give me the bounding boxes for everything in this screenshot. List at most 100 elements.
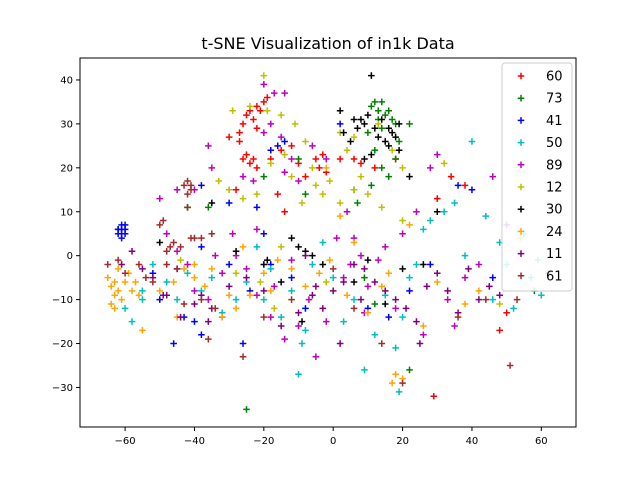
data-point (295, 309, 302, 317)
data-point (374, 133, 382, 141)
data-point (378, 204, 386, 211)
data-point (361, 366, 368, 374)
data-point (260, 313, 268, 321)
data-point (388, 129, 396, 136)
data-point (371, 146, 379, 154)
data-point (166, 243, 174, 251)
data-point (399, 313, 406, 321)
x-tick-label: 0 (330, 436, 336, 447)
data-point (191, 261, 198, 268)
data-point (326, 256, 334, 264)
data-point (381, 300, 389, 308)
y-tick-label: 10 (60, 207, 73, 218)
data-point (246, 103, 254, 110)
data-point (333, 234, 340, 242)
data-point (392, 133, 399, 141)
series-30 (156, 72, 441, 325)
data-point (229, 230, 236, 238)
data-point (413, 318, 420, 325)
series-41 (114, 120, 497, 347)
data-point (274, 256, 282, 264)
data-point (350, 278, 358, 286)
data-point (371, 278, 379, 286)
data-point (427, 164, 434, 172)
data-point (427, 261, 434, 268)
data-point (288, 287, 295, 295)
data-point (336, 212, 344, 220)
data-point (205, 204, 212, 211)
data-point (253, 164, 261, 172)
legend-marker (517, 205, 525, 213)
data-point (184, 261, 191, 268)
y-tick-label: −10 (52, 295, 73, 306)
data-point (139, 287, 146, 295)
data-point (205, 296, 212, 303)
data-point (264, 94, 271, 101)
data-point (364, 129, 372, 136)
data-point (135, 261, 143, 268)
data-point (329, 287, 337, 295)
x-axis: −60 −40 −20 0 20 40 60 (115, 427, 548, 447)
data-point (225, 199, 233, 207)
data-point (218, 313, 226, 321)
data-point (128, 287, 136, 295)
data-point (239, 195, 247, 202)
data-point (316, 269, 323, 277)
scatter-points (104, 72, 552, 413)
data-point (253, 124, 261, 132)
series-73 (184, 98, 538, 413)
data-point (277, 243, 285, 251)
data-point (329, 265, 337, 273)
data-point (243, 406, 250, 413)
data-point (385, 107, 392, 115)
data-point (513, 296, 521, 303)
data-point (489, 173, 497, 180)
data-point (239, 243, 247, 251)
data-point (288, 296, 295, 303)
data-point (232, 269, 240, 277)
data-point (371, 98, 379, 106)
data-point (205, 335, 212, 343)
data-point (319, 151, 327, 158)
data-point (399, 164, 406, 172)
data-point (302, 173, 309, 180)
legend-marker (517, 139, 525, 146)
data-point (395, 146, 403, 154)
data-point (270, 305, 278, 312)
data-point (322, 278, 330, 286)
data-point (191, 318, 198, 325)
data-point (482, 212, 490, 220)
data-point (232, 296, 240, 303)
data-point (350, 155, 358, 163)
data-point (205, 318, 212, 325)
y-tick-label: −30 (52, 383, 73, 394)
data-point (378, 116, 386, 123)
data-point (309, 252, 316, 259)
data-point (239, 155, 247, 163)
data-point (361, 120, 368, 128)
data-point (170, 278, 177, 286)
data-point (173, 247, 181, 255)
data-point (205, 142, 212, 150)
data-point (361, 274, 368, 281)
x-tick-label: 60 (535, 436, 548, 447)
data-point (156, 296, 164, 303)
legend-label: 50 (546, 136, 563, 151)
series-89 (156, 81, 510, 361)
data-point (368, 151, 375, 158)
data-point (107, 300, 115, 308)
legend-label: 60 (546, 70, 563, 85)
data-point (465, 265, 472, 273)
data-point (118, 296, 125, 303)
data-point (246, 160, 254, 167)
data-point (142, 274, 150, 281)
data-point (392, 305, 399, 312)
data-point (350, 186, 358, 194)
data-point (461, 274, 469, 281)
legend-label: 41 (546, 114, 563, 129)
data-point (277, 278, 285, 286)
data-point (357, 173, 365, 180)
data-point (392, 344, 399, 352)
data-point (260, 98, 268, 106)
series-61 (104, 177, 552, 387)
